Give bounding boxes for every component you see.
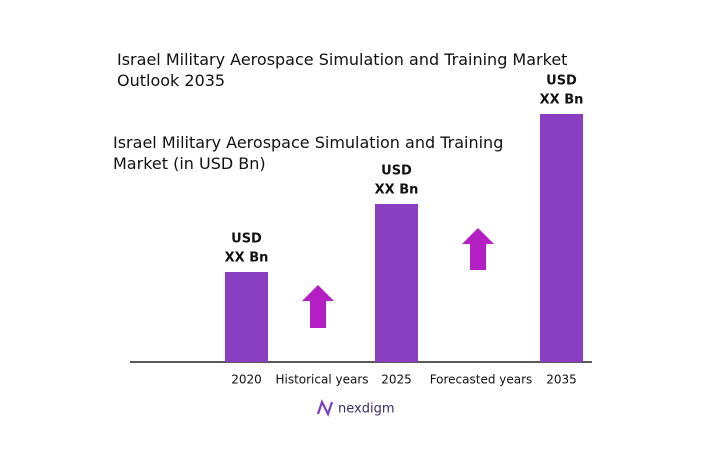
chart-subtitle: Israel Military Aerospace Simulation and… <box>113 133 504 173</box>
arrow-up <box>462 228 494 270</box>
bar <box>540 114 583 362</box>
value-label: XX Bn <box>375 183 419 198</box>
annotation: Forecasted years <box>430 373 533 387</box>
logo-text: nexdigm <box>338 402 394 417</box>
x-tick-label: 2025 <box>381 373 412 387</box>
value-label: USD <box>381 164 412 179</box>
value-label: USD <box>546 74 577 89</box>
x-tick-label: 2035 <box>546 373 577 387</box>
value-label: USD <box>231 232 262 247</box>
logo-icon <box>316 399 334 417</box>
chart-title: Israel Military Aerospace Simulation and… <box>117 50 568 90</box>
x-tick-label: 2020 <box>231 373 262 387</box>
value-label: XX Bn <box>225 251 269 266</box>
value-label: XX Bn <box>540 93 584 108</box>
bar <box>375 204 418 362</box>
annotation: Historical years <box>275 373 368 387</box>
arrow-up <box>302 285 334 328</box>
bar <box>225 272 268 362</box>
